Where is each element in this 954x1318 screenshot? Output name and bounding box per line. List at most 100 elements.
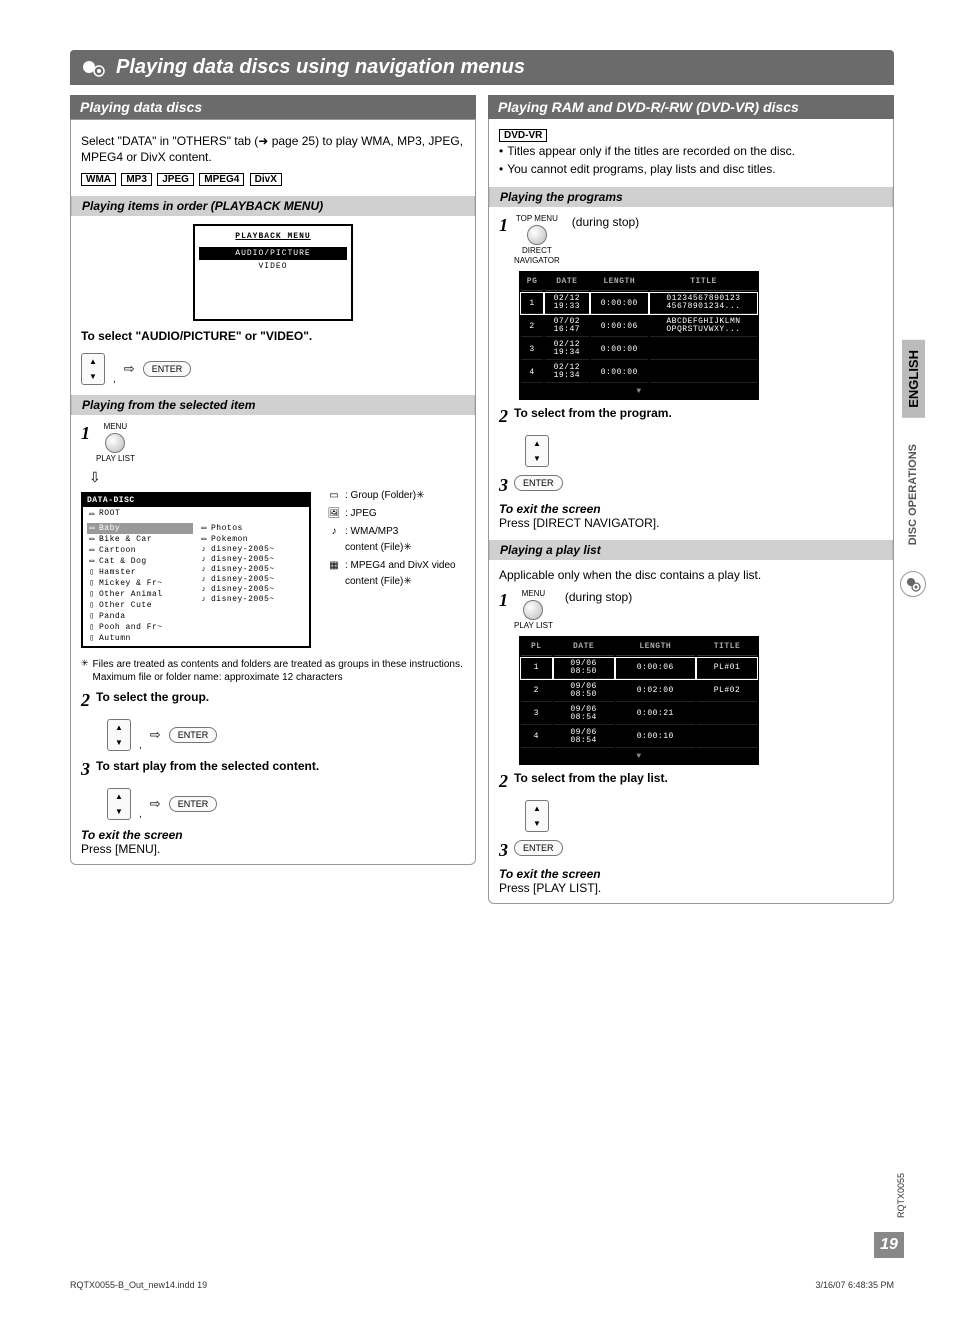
- up-down-button: ▲▼: [525, 435, 549, 467]
- playlist-subhead: Playing a play list: [489, 540, 893, 560]
- button-row: ▲▼ , ⇨ ENTER: [107, 719, 465, 751]
- down-arrow-icon: ▼: [89, 372, 97, 381]
- video-legend-icon: ▦: [327, 558, 341, 574]
- round-button-icon: [523, 600, 543, 620]
- button-row: ▲▼: [525, 435, 883, 467]
- cell: 0:00:06: [591, 316, 648, 337]
- col-pg: PG: [521, 273, 543, 291]
- music-icon: ♪: [199, 575, 209, 584]
- step-2: 2 To select the group.: [81, 690, 465, 711]
- cell: 2: [521, 316, 543, 337]
- prog-step-1: 1 TOP MENU DIRECT NAVIGATOR (during stop…: [499, 215, 883, 265]
- music-icon: ♪: [199, 545, 209, 554]
- list-item-selected: ▭Baby: [87, 523, 193, 534]
- cell: PL#02: [697, 681, 757, 702]
- left-section-header: Playing data discs: [70, 95, 476, 119]
- step-number: 3: [81, 759, 90, 780]
- col-title: TITLE: [650, 273, 757, 291]
- legend-row: ▭: Group (Folder)✳: [327, 488, 456, 504]
- pl-step-2: 2 To select from the play list.: [499, 771, 883, 792]
- table-row: 2 07/0216:47 0:00:06 ABCDEFGHIJKLMNOPQRS…: [521, 316, 757, 337]
- step-text: To select the group.: [96, 690, 209, 704]
- music-icon: ♪: [199, 565, 209, 574]
- format-badge: MPEG4: [199, 173, 244, 186]
- button-row: ▲▼: [525, 800, 883, 832]
- legend-text: : Group (Folder)✳: [345, 488, 425, 504]
- folder-icon: ▭: [87, 556, 97, 566]
- item-label: disney-2005~: [211, 575, 275, 584]
- cell: 0123456789012345678901234...: [650, 293, 757, 314]
- list-item: ▯Mickey & Fr~: [87, 578, 193, 589]
- file-icon: ▯: [87, 611, 97, 621]
- bottom-label-1: DIRECT: [522, 247, 552, 255]
- music-legend-icon: ♪: [327, 524, 341, 540]
- disc-operations-tab: DISC OPERATIONS: [905, 438, 921, 551]
- up-arrow-icon: ▲: [115, 792, 123, 801]
- col-length: LENGTH: [591, 273, 648, 291]
- bottom-label-2: NAVIGATOR: [514, 257, 560, 265]
- cell: 3: [521, 704, 552, 725]
- music-icon: ♪: [199, 595, 209, 604]
- title-2: 45678901234...: [666, 302, 740, 311]
- folder-legend-icon: ▭: [327, 488, 341, 504]
- col-pl: PL: [521, 638, 552, 656]
- scroll-arrow-icon: ▼: [521, 750, 757, 763]
- cell: 0:00:00: [591, 293, 648, 314]
- legend-row: 🖼: JPEG: [327, 506, 456, 522]
- enter-button: ENTER: [169, 727, 218, 743]
- enter-button: ENTER: [169, 796, 218, 812]
- english-tab: ENGLISH: [902, 340, 925, 418]
- date-2: 08:50: [570, 690, 597, 699]
- right-section-body: DVD-VR •Titles appear only if the titles…: [488, 119, 894, 904]
- step-number: 1: [499, 590, 508, 611]
- jpeg-legend-icon: 🖼: [327, 506, 341, 522]
- file-icon: ▯: [87, 578, 97, 588]
- program-table: PG DATE LENGTH TITLE 1 02/1219:33 0:00:0…: [519, 271, 759, 400]
- up-down-button: ▲▼: [525, 800, 549, 832]
- round-button-icon: [105, 433, 125, 453]
- cell: 02/1219:34: [545, 339, 588, 360]
- footnote-line: Files are treated as contents and folder…: [93, 658, 463, 671]
- playlist-table: PL DATE LENGTH TITLE 1 09/0608:50 0:00:0…: [519, 636, 759, 765]
- pl-step-3: 3 ENTER: [499, 840, 883, 861]
- step-number: 1: [81, 423, 90, 444]
- doc-code: RQTX0055: [896, 1173, 906, 1218]
- right-file-column: ▭Photos ▭Pokemon ♪disney-2005~ ♪disney-2…: [199, 523, 305, 644]
- root-row: ▭ ROOT: [83, 507, 309, 521]
- top-label: MENU: [104, 423, 128, 431]
- prog-step-2: 2 To select from the program.: [499, 406, 883, 427]
- menu-item: VIDEO: [199, 260, 347, 273]
- list-item: ▭Photos: [199, 523, 305, 534]
- folder-icon: ▭: [87, 509, 97, 519]
- list-item: ♪disney-2005~: [199, 585, 305, 595]
- list-item: ♪disney-2005~: [199, 545, 305, 555]
- cell: [697, 727, 757, 748]
- list-item: ▭Cartoon: [87, 545, 193, 556]
- menu-item-selected: AUDIO/PICTURE: [199, 247, 347, 260]
- down-arrow-icon: ▼: [115, 807, 123, 816]
- disc-nav-icon: [80, 58, 108, 78]
- data-disc-screen: DATA-DISC ▭ ROOT ▭Baby ▭Bike & Car ▭Cart…: [81, 492, 311, 648]
- footer-right: 3/16/07 6:48:35 PM: [815, 1280, 894, 1290]
- enter-button: ENTER: [143, 361, 192, 377]
- up-down-button: ▲▼: [107, 788, 131, 820]
- date-2: 19:34: [554, 348, 581, 357]
- cell: 0:00:00: [591, 339, 648, 360]
- step-3: 3 To start play from the selected conten…: [81, 759, 465, 780]
- footnote-line: Maximum file or folder name: approximate…: [93, 671, 463, 684]
- cell: 0:00:06: [616, 658, 695, 679]
- date-2: 08:54: [570, 713, 597, 722]
- date-2: 08:54: [570, 736, 597, 745]
- top-label: MENU: [522, 590, 546, 598]
- step-text: To select from the program.: [514, 406, 672, 420]
- pl-step-1: 1 MENU PLAY LIST (during stop): [499, 590, 883, 630]
- table-row: 3 02/1219:34 0:00:00: [521, 339, 757, 360]
- list-item: ▭Pokemon: [199, 534, 305, 545]
- item-label: Pokemon: [211, 535, 248, 544]
- top-label: TOP MENU: [516, 215, 558, 223]
- col-date: DATE: [554, 638, 614, 656]
- playlist-note: Applicable only when the disc contains a…: [499, 568, 883, 584]
- step-1: 1 MENU PLAY LIST: [81, 423, 465, 463]
- cell: 1: [521, 658, 552, 679]
- down-arrow-icon: ▼: [115, 738, 123, 747]
